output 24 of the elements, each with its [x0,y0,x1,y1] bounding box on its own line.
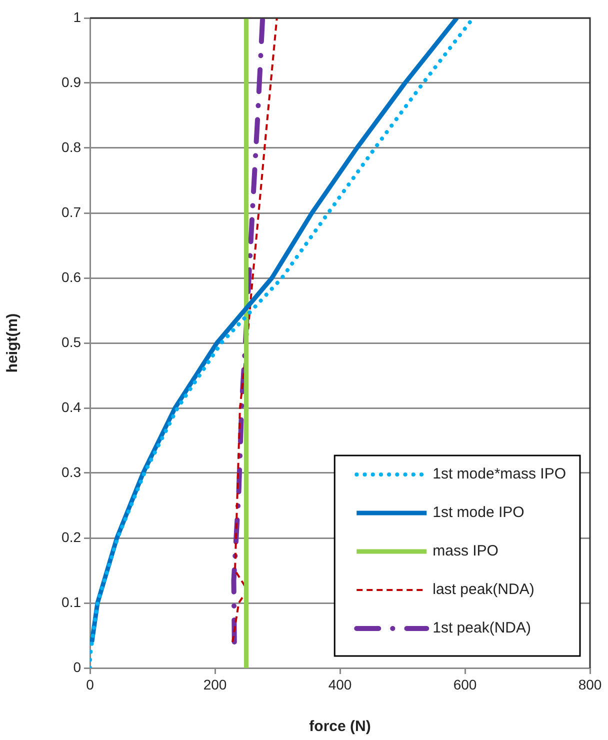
y-tick-label: 0 [73,658,82,675]
y-tick-label: 0.6 [62,268,82,285]
y-tick-label: 0.1 [62,594,82,610]
y-tick-label: 0.4 [62,398,82,415]
y-tick-label: 0.8 [62,138,82,155]
y-tick-label: 0.5 [62,334,82,350]
legend-label: 1st mode IPO [432,504,524,522]
x-tick-label: 0 [86,676,94,692]
y-axis-title: heigt(m) [4,313,22,373]
y-tick-label: 0.7 [62,204,82,220]
x-axis-title: force (N) [309,718,371,736]
y-tick-label: 1 [73,8,82,25]
legend-label: 1st peak(NDA) [432,620,531,637]
x-tick-label: 200 [203,676,227,692]
legend-label: mass IPO [432,542,498,560]
x-tick-label: 800 [578,676,602,692]
line-series [232,18,278,643]
y-tick-label: 0.9 [62,74,82,90]
x-tick-label: 600 [453,676,477,692]
legend-label: 1st mode*mass IPO [432,466,566,483]
legend-label: last peak(NDA) [432,581,534,598]
y-tick-label: 0.3 [62,464,82,480]
y-tick-label: 0.2 [62,528,82,545]
x-tick-label: 400 [328,676,352,692]
